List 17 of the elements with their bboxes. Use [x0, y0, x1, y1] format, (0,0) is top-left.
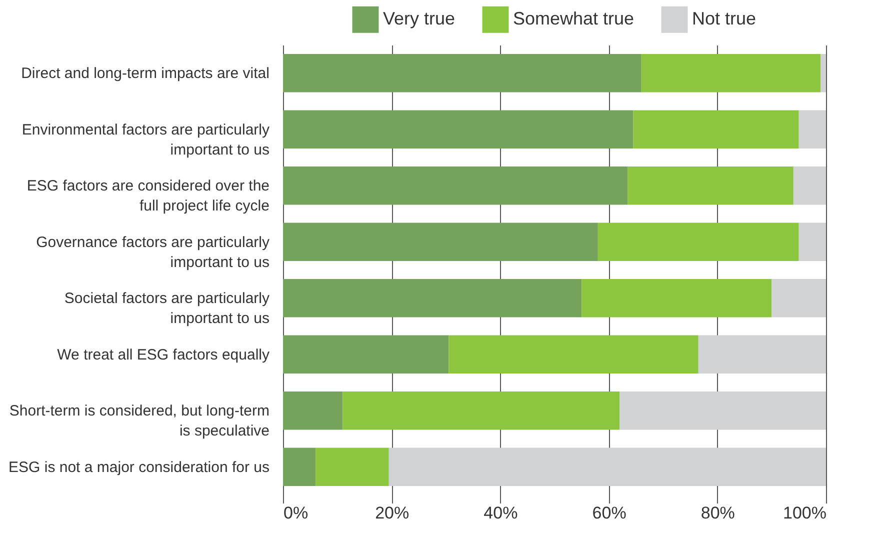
y-tick-label: We treat all ESG factors equally: [57, 346, 270, 364]
y-tick-label: Short-term is considered, but long-term is speculative: [9, 402, 270, 440]
x-tick-label: 40%: [484, 504, 518, 522]
legend-label: Somewhat true: [513, 8, 634, 29]
x-tick-label: 20%: [375, 504, 410, 522]
x-tick-label: 0%: [284, 504, 308, 522]
y-tick-label: Governance factors are particularly important to us: [36, 234, 270, 271]
x-tick-label: 80%: [700, 504, 735, 522]
y-tick-label: ESG is not a major consideration for us: [8, 458, 270, 476]
y-tick-label: Societal factors are particularly important to us: [64, 290, 270, 328]
y-tick-label: Direct and long-term impacts are vital: [21, 65, 270, 82]
y-tick-label: Environmental factors are particularly important to us: [22, 121, 270, 158]
y-tick-label: ESG factors are considered over the full project life cycle: [26, 178, 270, 215]
x-tick-label: 100%: [783, 504, 826, 522]
legend-label: Very true: [383, 8, 456, 29]
legend-label: Not true: [692, 8, 756, 29]
x-tick-label: 60%: [592, 504, 626, 522]
